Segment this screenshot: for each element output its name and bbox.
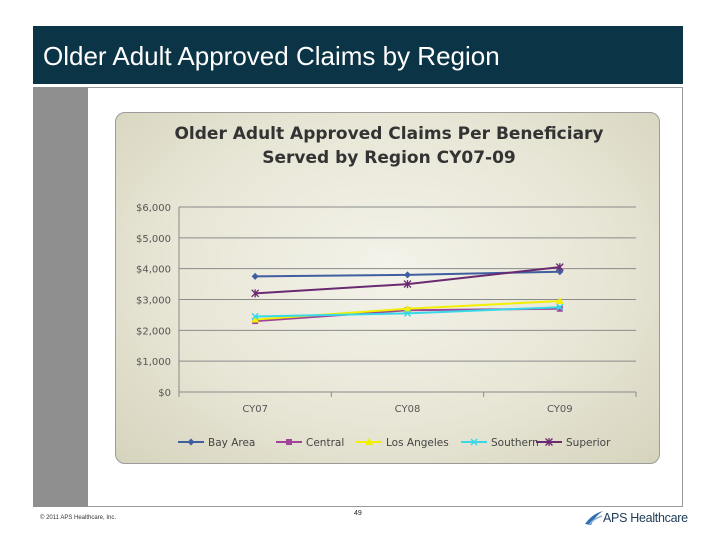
- data-point-bay-area: [556, 268, 564, 276]
- slide-title: Older Adult Approved Claims by Region: [43, 41, 500, 71]
- chart-title-line: Served by Region CY07-09: [262, 148, 516, 168]
- y-tick-label: $2,000: [136, 326, 171, 337]
- legend-marker-bay-area: [187, 438, 195, 446]
- legend-label-central: Central: [306, 437, 344, 449]
- footer-copyright: © 2011 APS Healthcare, Inc.: [40, 515, 117, 521]
- chart-svg: Older Adult Approved Claims Per Benefici…: [136, 124, 637, 449]
- page-number: 49: [354, 510, 362, 517]
- y-tick-label: $6,000: [136, 203, 171, 214]
- legend-label-bay-area: Bay Area: [208, 437, 255, 449]
- legend-marker-superior: [545, 438, 553, 446]
- legend-label-los-angeles: Los Angeles: [386, 437, 449, 449]
- legend-marker-southern: [470, 438, 478, 446]
- title-bar: Older Adult Approved Claims by Region: [33, 26, 683, 84]
- y-tick-label: $1,000: [136, 357, 171, 368]
- legend-marker-central: [286, 439, 292, 445]
- data-point-los-angeles: [403, 304, 412, 312]
- data-point-superior: [251, 289, 260, 298]
- data-point-southern: [556, 303, 564, 311]
- aps-logo-swoosh-icon: [585, 511, 603, 526]
- x-tick-label: CY09: [547, 404, 573, 415]
- data-point-bay-area: [251, 272, 259, 280]
- legend-label-superior: Superior: [566, 437, 611, 449]
- data-point-southern: [403, 309, 412, 317]
- logo-text: APS Healthcare: [603, 511, 688, 525]
- y-tick-label: $3,000: [136, 296, 171, 307]
- data-point-central: [556, 305, 563, 312]
- chart-area: Older Adult Approved Claims Per Benefici…: [115, 112, 660, 464]
- data-point-bay-area: [404, 271, 411, 279]
- data-point-los-angeles: [555, 297, 564, 305]
- legend-label-southern: Southern: [491, 437, 539, 449]
- y-tick-label: $5,000: [136, 234, 171, 245]
- x-tick-label: CY08: [395, 404, 421, 415]
- y-tick-label: $0: [158, 388, 171, 399]
- chart-title-line: Older Adult Approved Claims Per Benefici…: [174, 124, 603, 144]
- x-tick-label: CY07: [242, 404, 268, 415]
- left-accent-bar: [33, 87, 88, 507]
- data-point-superior: [555, 263, 564, 272]
- data-point-los-angeles: [251, 315, 260, 323]
- y-tick-label: $4,000: [136, 265, 171, 276]
- data-point-superior: [403, 280, 412, 289]
- legend-marker-los-angeles: [365, 438, 373, 445]
- data-point-southern: [251, 312, 259, 320]
